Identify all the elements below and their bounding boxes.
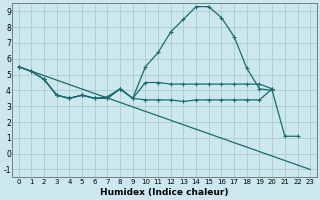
X-axis label: Humidex (Indice chaleur): Humidex (Indice chaleur): [100, 188, 229, 197]
